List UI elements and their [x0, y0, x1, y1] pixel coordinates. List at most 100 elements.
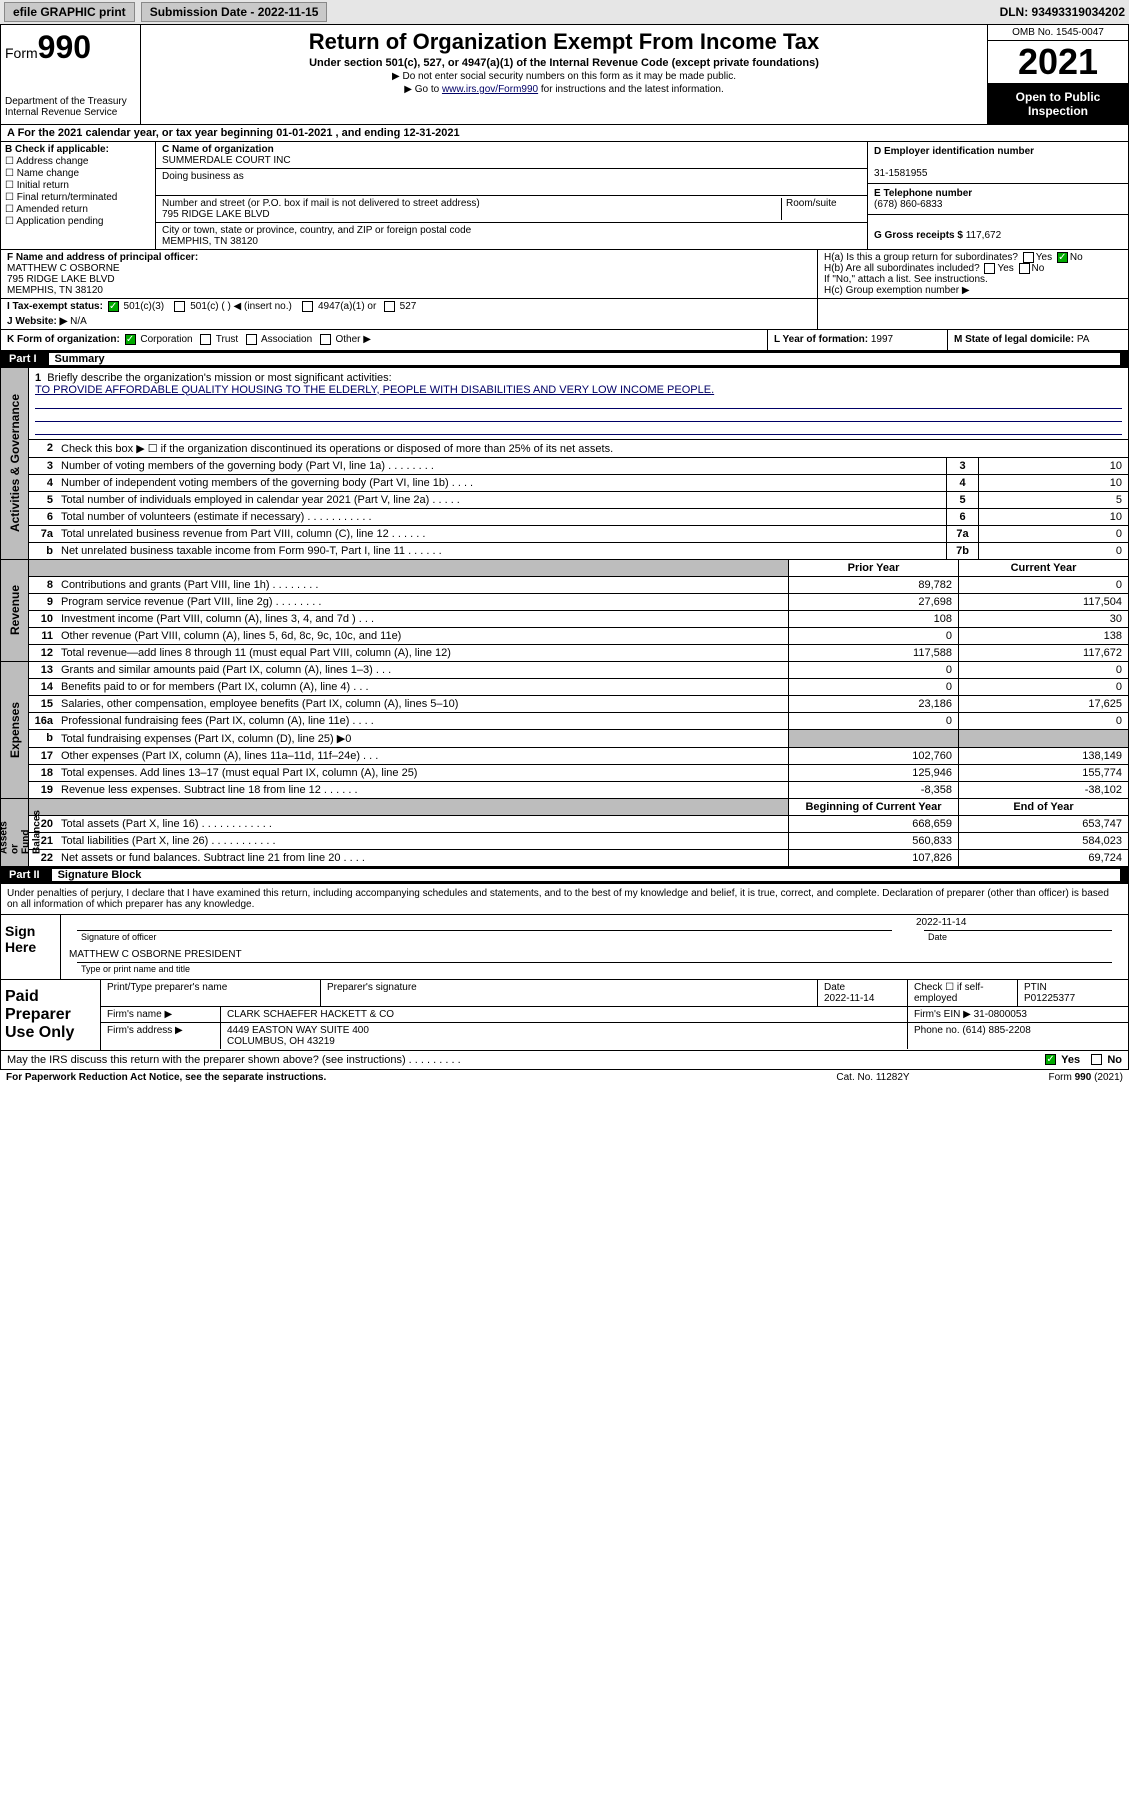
section-b: B Check if applicable: ☐ Address change … [1, 142, 156, 249]
side-revenue: Revenue [1, 560, 29, 661]
tax-year: 2021 [988, 41, 1128, 84]
gross-val: 117,672 [966, 230, 1001, 241]
chk-address[interactable]: ☐ Address change [5, 156, 151, 167]
k-lbl: K Form of organization: [7, 335, 120, 346]
topbar: efile GRAPHIC print Submission Date - 20… [0, 0, 1129, 25]
ein-val: 31-1581955 [874, 168, 927, 179]
i-501c[interactable] [174, 301, 185, 312]
year-formation: 1997 [871, 334, 893, 345]
i-4947[interactable] [302, 301, 313, 312]
ha-yes[interactable] [1023, 252, 1034, 263]
note2-post: for instructions and the latest informat… [538, 84, 724, 95]
k-opt3: Other ▶ [335, 335, 370, 346]
revenue-block: Revenue Prior Year Current Year 8Contrib… [0, 560, 1129, 662]
beg-year-hdr: Beginning of Current Year [788, 799, 958, 815]
pp-h4: Check ☐ if self-employed [908, 980, 1018, 1006]
foot-right: Form 990 (2021) [973, 1072, 1123, 1083]
header-middle: Return of Organization Exempt From Incom… [141, 25, 988, 124]
d-ein: D Employer identification number 31-1581… [868, 142, 1128, 184]
i-501c3[interactable]: ✓ [108, 301, 119, 312]
table-row: 11Other revenue (Part VIII, column (A), … [29, 628, 1128, 645]
website-val: N/A [70, 316, 87, 327]
i-opt1: 501(c)(3) [124, 301, 165, 312]
section-k: K Form of organization: ✓ Corporation Tr… [1, 330, 768, 349]
room-lbl: Room/suite [786, 198, 837, 209]
ha-yes-lbl: Yes [1036, 252, 1052, 263]
discuss-yes[interactable]: ✓ [1045, 1054, 1056, 1065]
activities-content: 1 Briefly describe the organization's mi… [29, 368, 1128, 559]
k-other[interactable] [320, 334, 331, 345]
prior-year-hdr: Prior Year [788, 560, 958, 576]
sign-here-lbl: Sign Here [1, 915, 61, 979]
chk-amended[interactable]: ☐ Amended return [5, 204, 151, 215]
hb-yes[interactable] [984, 263, 995, 274]
chk-final[interactable]: ☐ Final return/terminated [5, 192, 151, 203]
officer-addr1: 795 RIDGE LAKE BLVD [7, 274, 115, 285]
k-corp[interactable]: ✓ [125, 334, 136, 345]
foot-left: For Paperwork Reduction Act Notice, see … [6, 1072, 773, 1083]
dln-text: DLN: 93493319034202 [1000, 5, 1125, 19]
sig-date-lbl: Date [924, 931, 951, 943]
side-netassets: Net Assets or Fund Balances [1, 799, 29, 866]
part1-title: Summary [49, 353, 1120, 365]
firm-ph-lbl: Phone no. [914, 1025, 960, 1036]
firm-addr: 4449 EASTON WAY SUITE 400 [227, 1025, 369, 1036]
table-row: 12Total revenue—add lines 8 through 11 (… [29, 645, 1128, 661]
table-row: 14Benefits paid to or for members (Part … [29, 679, 1128, 696]
c-city-row: City or town, state or province, country… [156, 223, 867, 249]
c-name-row: C Name of organization SUMMERDALE COURT … [156, 142, 867, 169]
chk-initial[interactable]: ☐ Initial return [5, 180, 151, 191]
firm-ein-lbl: Firm's EIN ▶ [914, 1009, 971, 1020]
chk-name[interactable]: ☐ Name change [5, 168, 151, 179]
mission-text: TO PROVIDE AFFORDABLE QUALITY HOUSING TO… [35, 384, 714, 396]
table-row: 20Total assets (Part X, line 16) . . . .… [29, 816, 1128, 833]
k-opt2: Association [261, 335, 312, 346]
i-opt3: 4947(a)(1) or [318, 301, 376, 312]
ha-no[interactable]: ✓ [1057, 252, 1068, 263]
hb-no[interactable] [1019, 263, 1030, 274]
activities-block: Activities & Governance 1 Briefly descri… [0, 368, 1129, 560]
e-lbl: E Telephone number [874, 188, 972, 199]
pp-h3: Date [824, 982, 845, 993]
officer-addr2: MEMPHIS, TN 38120 [7, 285, 103, 296]
pp-ptin: P01225377 [1024, 993, 1075, 1004]
table-row: 16aProfessional fundraising fees (Part I… [29, 713, 1128, 730]
info-block: B Check if applicable: ☐ Address change … [0, 142, 1129, 250]
pp-h2: Preparer's signature [321, 980, 818, 1006]
i-527[interactable] [384, 301, 395, 312]
side-expenses: Expenses [1, 662, 29, 798]
hb-lbl: H(b) Are all subordinates included? [824, 263, 980, 274]
table-row: 3Number of voting members of the governi… [29, 458, 1128, 475]
irs-link[interactable]: www.irs.gov/Form990 [442, 84, 538, 95]
form-header: Form990 Department of the Treasury Inter… [0, 25, 1129, 125]
netassets-block: Net Assets or Fund Balances Beginning of… [0, 799, 1129, 867]
discuss-no[interactable] [1091, 1054, 1102, 1065]
k-opt0: Corporation [140, 335, 192, 346]
k-trust[interactable] [200, 334, 211, 345]
table-row: 7aTotal unrelated business revenue from … [29, 526, 1128, 543]
j-lbl: J Website: ▶ [7, 316, 67, 327]
chk-address-lbl: Address change [16, 156, 88, 167]
part2-num: Part II [9, 869, 52, 881]
chk-pending[interactable]: ☐ Application pending [5, 216, 151, 227]
ha-lbl: H(a) Is this a group return for subordin… [824, 252, 1018, 263]
c-name-lbl: C Name of organization [162, 144, 274, 155]
table-row: 17Other expenses (Part IX, column (A), l… [29, 748, 1128, 765]
table-row: 8Contributions and grants (Part VIII, li… [29, 577, 1128, 594]
dept-text: Department of the Treasury Internal Reve… [5, 96, 136, 118]
table-row: 22Net assets or fund balances. Subtract … [29, 850, 1128, 866]
hb-no-lbl: No [1032, 263, 1045, 274]
chk-amended-lbl: Amended return [16, 204, 88, 215]
sig-name-val: MATTHEW C OSBORNE PRESIDENT [69, 949, 1120, 960]
phone-val: (678) 860-6833 [874, 199, 942, 210]
city-lbl: City or town, state or province, country… [162, 225, 471, 236]
form-title: Return of Organization Exempt From Incom… [145, 29, 983, 55]
c-dba-row: Doing business as [156, 169, 867, 196]
side-rev-text: Revenue [8, 585, 22, 635]
subdate-button[interactable]: Submission Date - 2022-11-15 [141, 2, 328, 22]
table-row: 18Total expenses. Add lines 13–17 (must … [29, 765, 1128, 782]
efile-button[interactable]: efile GRAPHIC print [4, 2, 135, 22]
k-assoc[interactable] [246, 334, 257, 345]
na-colhdr: Beginning of Current Year End of Year [29, 799, 1128, 816]
form-number: 990 [38, 29, 91, 65]
